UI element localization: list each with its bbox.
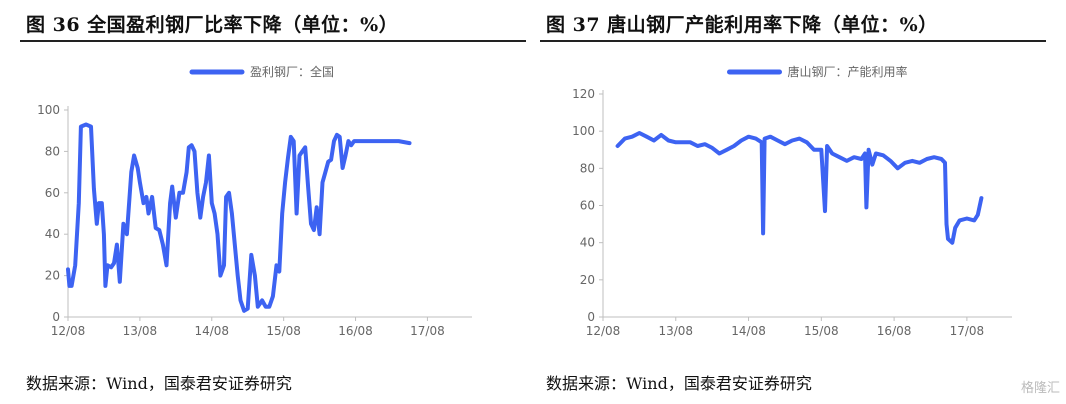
title-divider [20,40,526,42]
figure-37-panel: 图 37 唐山钢厂产能利用率下降（单位：%） 0 20 40 60 80 100 120 12… [540,0,1046,404]
y-tick-label: 0 [52,310,60,324]
y-tick-label: 40 [45,227,60,241]
y-tick-label: 100 [572,124,595,138]
x-tick-label: 13/08 [658,324,693,338]
y-tick-label: 80 [580,161,595,175]
figure-title: 图 37 唐山钢厂产能利用率下降（单位：%） [546,14,938,36]
x-tick-label: 12/08 [586,324,621,338]
y-tick-label: 60 [580,199,595,213]
figure-36-panel: 图 36 全国盈利钢厂比率下降（单位：%） 0 20 40 60 80 100 12/08 1… [20,0,526,404]
x-tick-label: 16/08 [338,324,373,338]
y-tick-label: 20 [580,273,595,287]
x-tick-label: 15/08 [804,324,839,338]
x-tick-label: 16/08 [877,324,912,338]
y-tick-label: 120 [572,87,595,101]
y-tick-label: 40 [580,236,595,250]
chart-profitable-mills: 0 20 40 60 80 100 12/08 13/08 14/08 15/08 16/08 17/… [37,64,472,338]
y-tick-label: 20 [45,269,60,283]
series-line [615,131,984,245]
series-line [66,122,412,313]
x-tick-label: 12/08 [51,324,86,338]
x-tick-label: 17/08 [410,324,445,338]
y-tick-label: 100 [37,103,60,117]
x-tick-label: 15/08 [266,324,301,338]
y-tick-label: 80 [45,144,60,158]
x-tick-label: 13/08 [123,324,158,338]
x-tick-label: 14/08 [731,324,766,338]
legend-label: 唐山钢厂：产能利用率 [788,64,908,79]
figure-title: 图 36 全国盈利钢厂比率下降（单位：%） [26,14,399,36]
y-tick-label: 60 [45,186,60,200]
title-divider [540,40,1046,42]
x-tick-label: 17/08 [950,324,985,338]
chart-tangshan-capacity: 0 20 40 60 80 100 120 12/08 13/08 14/08 15/08 16/08… [572,64,1012,338]
source-note: 数据来源：Wind，国泰君安证券研究 [546,374,812,393]
x-tick-label: 14/08 [194,324,229,338]
y-tick-label: 0 [587,310,595,324]
legend-label: 盈利钢厂：全国 [250,64,334,79]
source-note: 数据来源：Wind，国泰君安证券研究 [26,374,292,393]
watermark-logo: 格隆汇 [1020,381,1060,396]
